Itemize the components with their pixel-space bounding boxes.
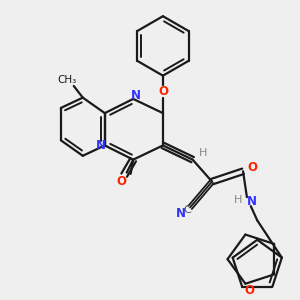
Text: N: N [176, 207, 186, 220]
Text: H: H [199, 148, 207, 158]
Text: O: O [158, 85, 168, 98]
Text: O: O [247, 161, 257, 174]
Text: O: O [245, 284, 255, 297]
Text: O: O [117, 175, 127, 188]
Text: H: H [234, 195, 242, 205]
Text: CH₃: CH₃ [58, 74, 77, 85]
Text: C: C [184, 205, 191, 215]
Text: N: N [131, 88, 141, 101]
Text: N: N [247, 194, 257, 208]
Text: N: N [96, 139, 106, 152]
